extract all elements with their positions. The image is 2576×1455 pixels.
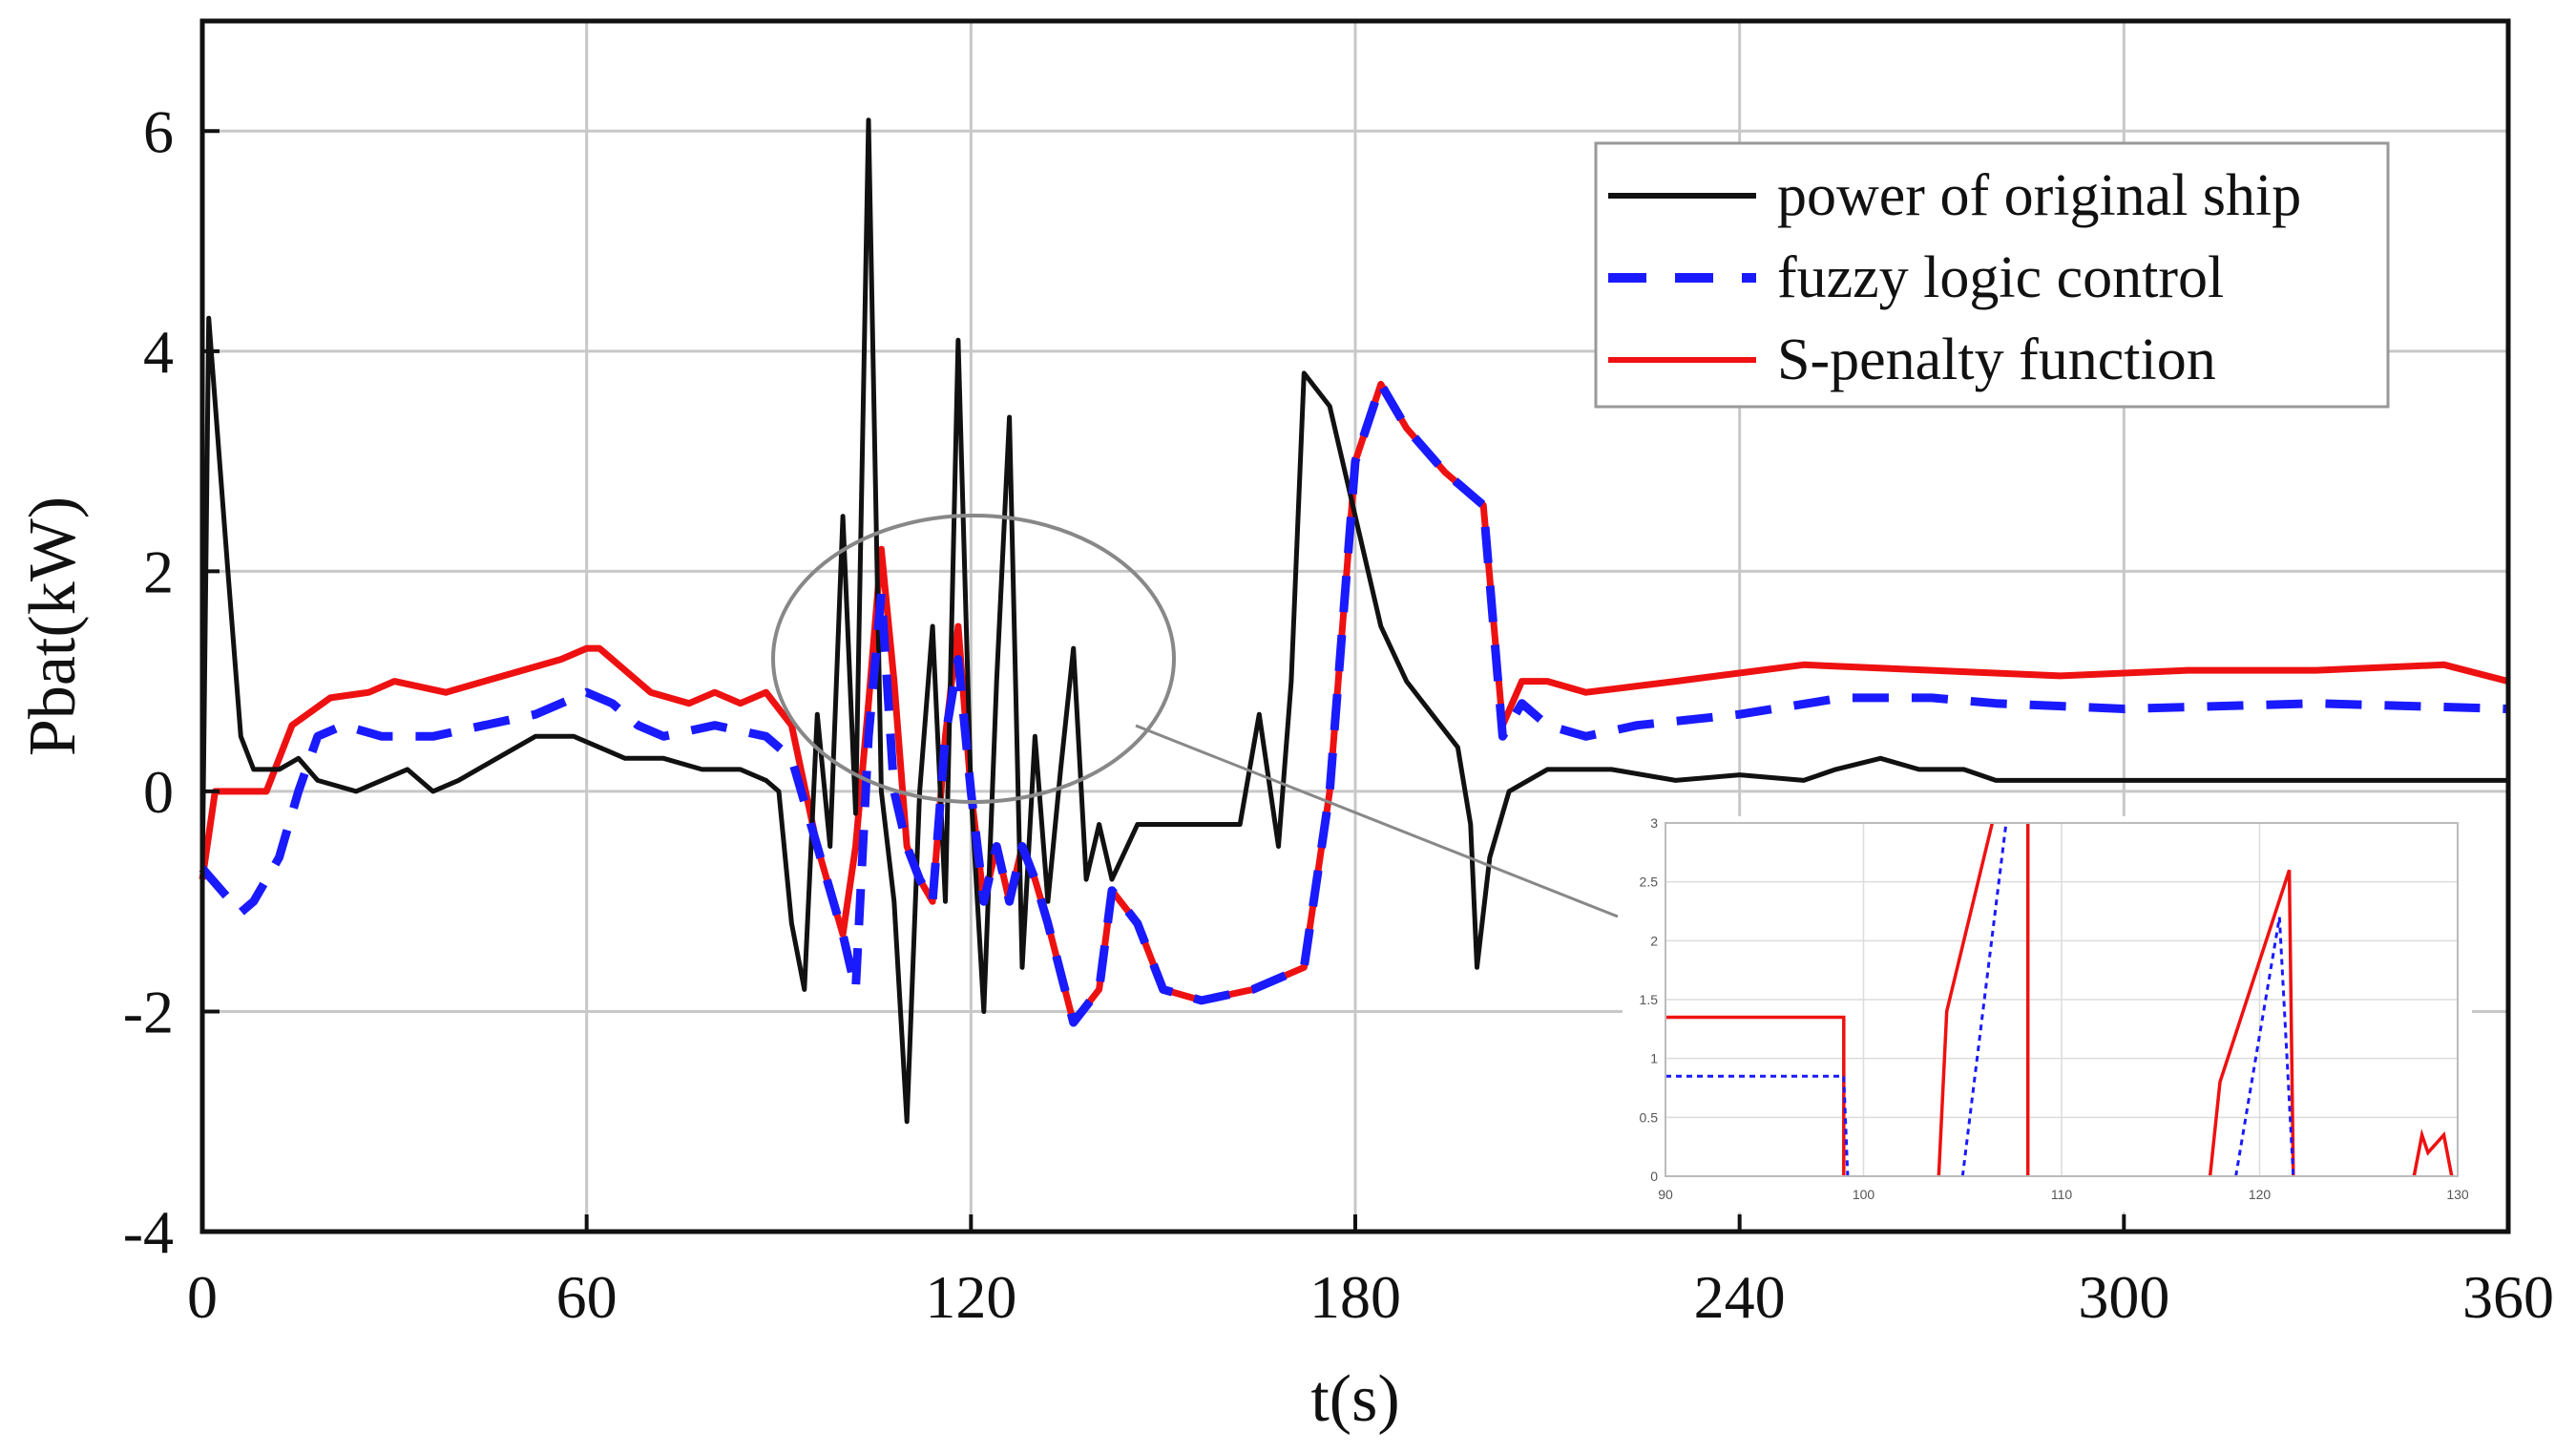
y-tick-label: -4 bbox=[123, 1198, 174, 1266]
inset-x-tick-label: 90 bbox=[1658, 1187, 1673, 1202]
y-tick-label: 6 bbox=[143, 97, 174, 165]
inset-ticks: 90 100 110 120 130 0 0.5 1 1.5 2 2.5 3 bbox=[1640, 815, 2469, 1202]
x-axis-label: t(s) bbox=[1310, 1362, 1399, 1436]
x-tick-label: 240 bbox=[1694, 1263, 1786, 1331]
inset-series-line-fuzzy-logic-control bbox=[1665, 1074, 1850, 1177]
y-tick-label: 2 bbox=[143, 538, 174, 605]
inset-x-tick-label: 110 bbox=[2051, 1187, 2073, 1202]
x-tick-label: 180 bbox=[1309, 1263, 1401, 1331]
inset-frame bbox=[1665, 822, 2459, 1177]
inset-x-tick-label: 130 bbox=[2446, 1187, 2469, 1202]
x-tick-label: 0 bbox=[187, 1263, 218, 1331]
inset-y-tick-label: 3 bbox=[1650, 815, 1658, 831]
inset-x-tick-label: 120 bbox=[2249, 1187, 2272, 1202]
inset-series-line-s-penalty-function bbox=[1937, 822, 1995, 1177]
x-tick-label: 120 bbox=[925, 1263, 1016, 1331]
main-series bbox=[199, 117, 2509, 1125]
inset-series-line-s-penalty-function bbox=[2208, 869, 2295, 1177]
y-tick-label: 0 bbox=[143, 758, 174, 826]
inset-series bbox=[1665, 822, 2454, 1177]
inset-y-tick-label: 1.5 bbox=[1640, 992, 1659, 1007]
inset-grid bbox=[1665, 822, 2459, 1177]
inset-chart: 90 100 110 120 130 0 0.5 1 1.5 2 2.5 3 bbox=[1623, 815, 2472, 1212]
zoom-connector bbox=[1135, 724, 1619, 918]
zoom-ellipse bbox=[771, 514, 1176, 804]
inset-y-tick-label: 1 bbox=[1650, 1051, 1658, 1066]
inset-series-line-s-penalty-function bbox=[1665, 1015, 1846, 1176]
inset-background bbox=[1623, 816, 2472, 1212]
inset-y-tick-label: 0 bbox=[1650, 1169, 1658, 1184]
inset-y-tick-label: 2 bbox=[1650, 933, 1658, 948]
inset-series-line-s-penalty-function bbox=[2412, 1128, 2454, 1177]
series-line-power-of-original-ship bbox=[199, 117, 2508, 1125]
x-tick-label: 300 bbox=[2078, 1263, 2169, 1331]
inset-series-line-fuzzy-logic-control bbox=[2234, 917, 2295, 1177]
inset-x-tick-label: 100 bbox=[1853, 1187, 1875, 1202]
series-line-fuzzy-logic-control bbox=[199, 379, 2509, 1027]
x-tick-label: 360 bbox=[2462, 1263, 2554, 1331]
inset-y-tick-label: 2.5 bbox=[1640, 875, 1659, 890]
legend-label: S-penalty function bbox=[1777, 327, 2216, 392]
y-tick-label: 4 bbox=[143, 318, 174, 386]
legend-label: fuzzy logic control bbox=[1777, 245, 2224, 310]
x-tick-label: 60 bbox=[556, 1263, 618, 1331]
y-axis-label: Pbat(kW) bbox=[16, 496, 90, 756]
inset-series-line-fuzzy-logic-control bbox=[1960, 822, 2008, 1177]
y-tick-label: -2 bbox=[123, 978, 174, 1045]
legend: power of original ship fuzzy logic contro… bbox=[1594, 141, 2390, 409]
legend-label: power of original ship bbox=[1777, 163, 2301, 228]
inset-y-tick-label: 0.5 bbox=[1640, 1109, 1659, 1125]
